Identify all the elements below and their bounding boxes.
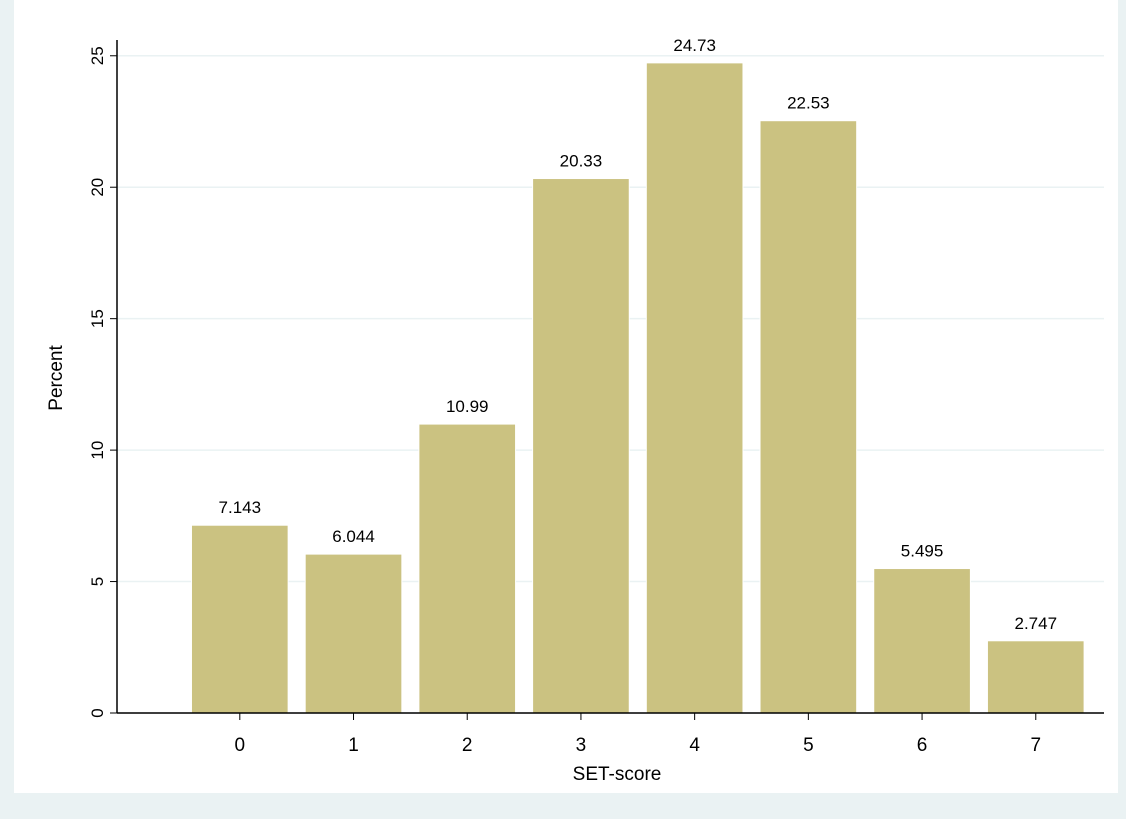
value-label: 20.33 [560, 152, 603, 171]
value-label: 6.044 [332, 527, 375, 546]
x-tick-label: 3 [576, 735, 587, 756]
y-tick-label: 0 [88, 708, 107, 717]
value-label: 7.143 [219, 498, 262, 517]
bar [873, 568, 971, 714]
x-tick-label: 1 [348, 735, 359, 756]
bar [986, 640, 1085, 714]
value-label: 24.73 [673, 36, 716, 55]
x-tick-label: 0 [235, 735, 246, 756]
x-tick-label: 6 [917, 735, 928, 756]
value-label: 10.99 [446, 397, 489, 416]
bar [418, 423, 517, 714]
value-label: 22.53 [787, 94, 830, 113]
y-tick-label: 25 [88, 46, 107, 65]
bar [532, 178, 630, 714]
y-axis-label: Percent [46, 345, 67, 411]
y-tick-label: 5 [88, 577, 107, 586]
value-label: 5.495 [901, 542, 944, 561]
value-label: 2.747 [1015, 614, 1058, 633]
x-tick-label: 4 [689, 735, 700, 756]
bar [645, 62, 744, 714]
x-axis-label: SET-score [573, 764, 662, 785]
bar [190, 524, 289, 714]
x-tick-label: 7 [1030, 735, 1041, 756]
x-tick-label: 5 [803, 735, 814, 756]
bar [759, 120, 858, 714]
y-tick-label: 15 [88, 309, 107, 328]
y-tick-label: 20 [88, 178, 107, 197]
bar [304, 553, 403, 714]
y-tick-label: 10 [88, 441, 107, 460]
x-tick-label: 2 [462, 735, 473, 756]
